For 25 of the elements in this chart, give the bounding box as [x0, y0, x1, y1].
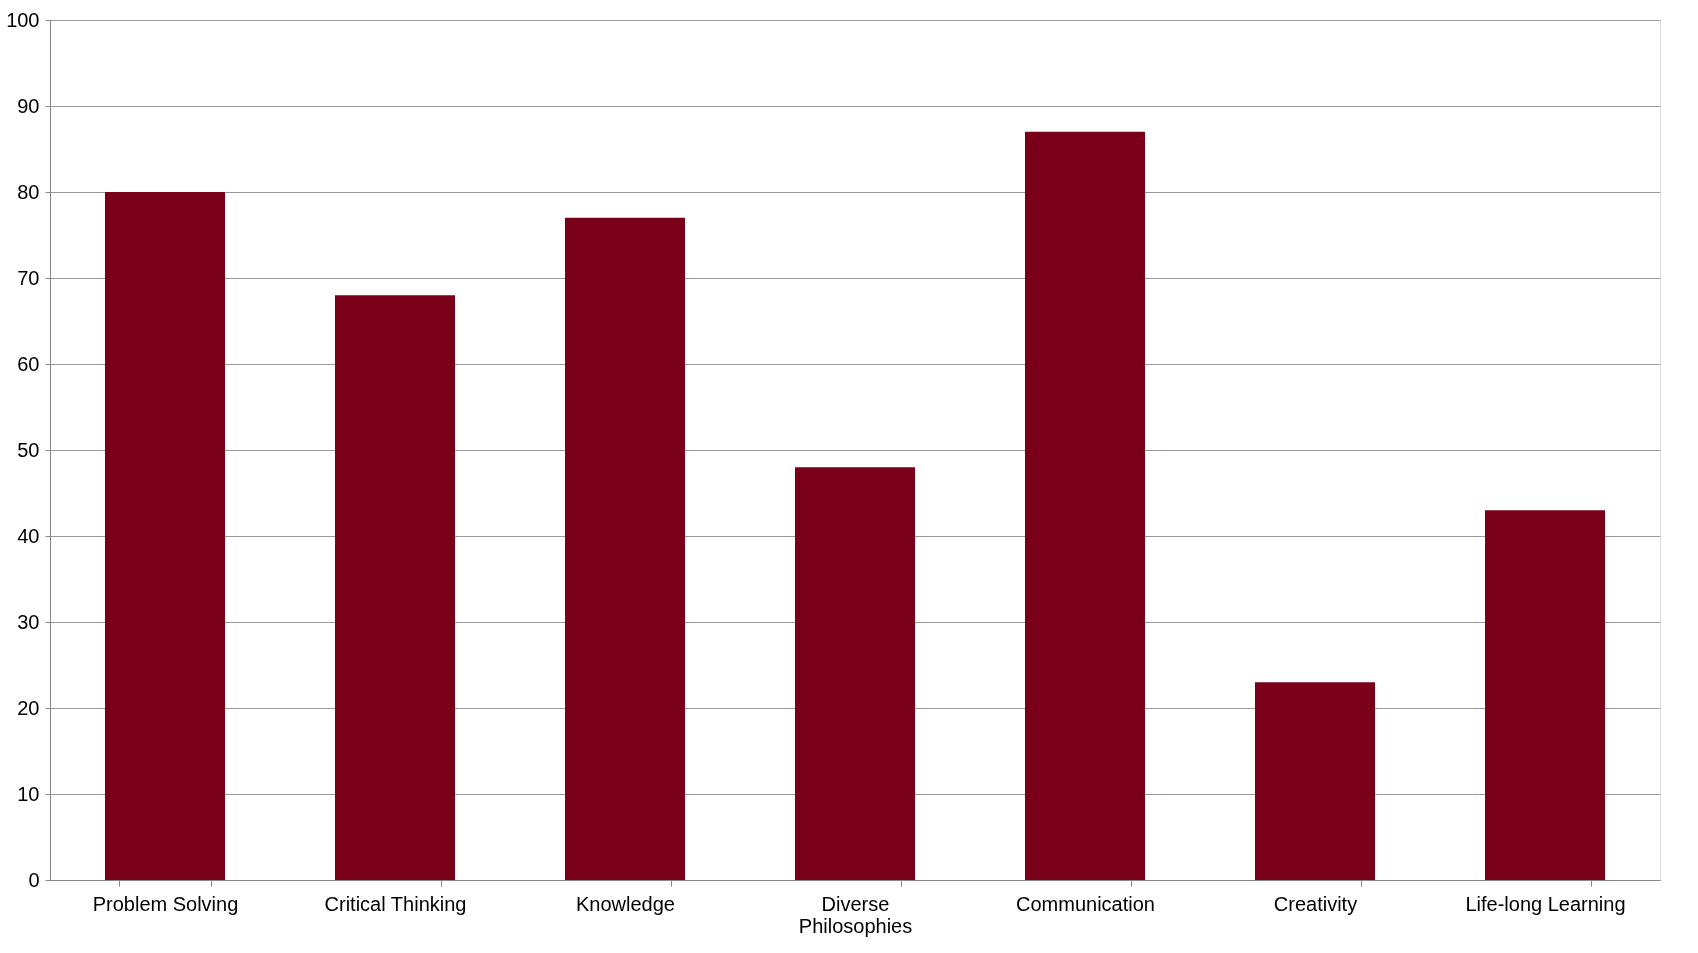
x-tick-label: Diverse Philosophies: [798, 892, 913, 937]
bar: [1485, 510, 1605, 880]
bar: [105, 192, 225, 880]
bar: [335, 295, 455, 880]
x-tick-label: Life-long Learning: [1465, 892, 1626, 915]
bar: [1025, 131, 1145, 880]
y-tick-label: 80: [17, 180, 40, 203]
x-tick-label: Knowledge: [576, 892, 675, 915]
bar: [795, 467, 915, 880]
x-tick-label: Communication: [1016, 892, 1155, 915]
x-tick-label: Creativity: [1273, 892, 1358, 915]
y-tick-label: 20: [17, 696, 40, 719]
y-tick-label: 70: [17, 266, 40, 289]
y-tick-label: 0: [28, 868, 40, 891]
y-tick-label: 40: [17, 524, 40, 547]
x-tick-label: Problem Solving: [92, 892, 239, 915]
y-tick-label: 30: [17, 610, 40, 633]
bar: [565, 217, 685, 880]
y-tick-label: 90: [17, 94, 40, 117]
y-tick-label: 60: [17, 352, 40, 375]
x-tick-label: Critical Thinking: [324, 892, 467, 915]
y-tick-label: 10: [17, 782, 40, 805]
y-tick-label: 50: [17, 438, 40, 461]
y-tick-label: 100: [6, 8, 40, 31]
bar: [1255, 682, 1375, 880]
